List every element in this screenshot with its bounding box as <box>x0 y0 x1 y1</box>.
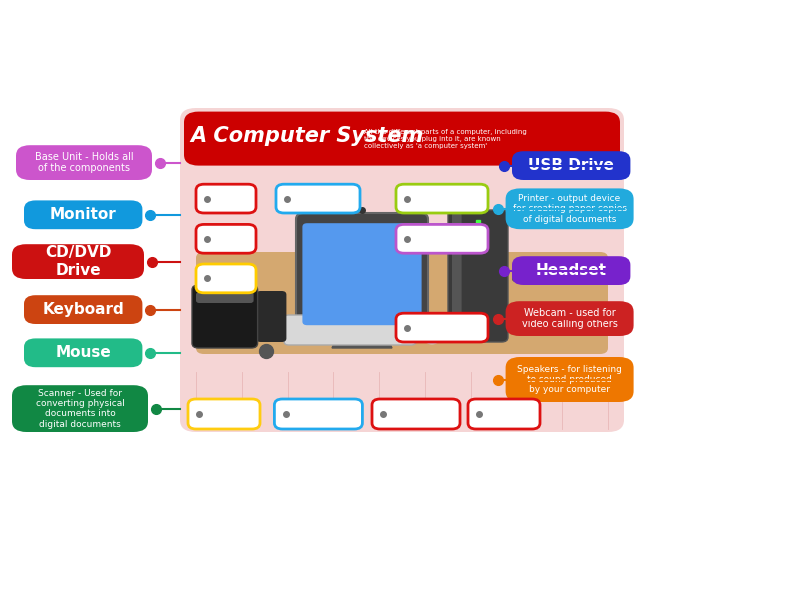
Text: USB Drive: USB Drive <box>528 158 614 173</box>
FancyBboxPatch shape <box>16 145 152 180</box>
Text: Base Unit - Holds all
of the components: Base Unit - Holds all of the components <box>34 152 134 173</box>
FancyBboxPatch shape <box>276 184 360 213</box>
Text: Mouse: Mouse <box>55 345 111 360</box>
FancyBboxPatch shape <box>256 291 286 342</box>
Text: Keyboard: Keyboard <box>42 302 124 317</box>
FancyBboxPatch shape <box>196 184 256 213</box>
Ellipse shape <box>421 319 443 344</box>
FancyBboxPatch shape <box>196 224 256 253</box>
Polygon shape <box>332 330 392 348</box>
Text: All the different parts of a computer, including
the devices you plug into it, a: All the different parts of a computer, i… <box>364 128 526 149</box>
FancyBboxPatch shape <box>180 108 624 432</box>
FancyBboxPatch shape <box>302 223 422 325</box>
FancyBboxPatch shape <box>296 213 428 330</box>
FancyBboxPatch shape <box>12 244 144 279</box>
Text: Monitor: Monitor <box>50 208 117 222</box>
FancyBboxPatch shape <box>188 399 260 429</box>
FancyBboxPatch shape <box>24 338 142 367</box>
FancyBboxPatch shape <box>196 292 254 303</box>
FancyBboxPatch shape <box>24 200 142 229</box>
FancyBboxPatch shape <box>284 315 416 345</box>
FancyBboxPatch shape <box>396 184 488 213</box>
FancyBboxPatch shape <box>506 301 634 336</box>
FancyBboxPatch shape <box>372 399 460 429</box>
FancyBboxPatch shape <box>274 399 362 429</box>
Text: Headset: Headset <box>536 263 606 278</box>
Text: Webcam - used for
video calling others: Webcam - used for video calling others <box>522 308 618 329</box>
Text: Scanner - Used for
converting physical
documents into
digital documents: Scanner - Used for converting physical d… <box>35 389 125 428</box>
FancyBboxPatch shape <box>512 151 630 180</box>
FancyBboxPatch shape <box>196 264 256 293</box>
FancyBboxPatch shape <box>24 295 142 324</box>
FancyBboxPatch shape <box>512 269 564 282</box>
FancyBboxPatch shape <box>396 313 488 342</box>
FancyBboxPatch shape <box>396 224 488 253</box>
FancyBboxPatch shape <box>12 385 148 432</box>
FancyBboxPatch shape <box>506 188 634 229</box>
FancyBboxPatch shape <box>196 252 608 354</box>
FancyBboxPatch shape <box>512 256 630 285</box>
FancyBboxPatch shape <box>448 210 508 342</box>
FancyBboxPatch shape <box>192 285 258 348</box>
FancyBboxPatch shape <box>452 213 462 339</box>
Text: Printer - output device
for creating paper copies
of digital documents: Printer - output device for creating pap… <box>513 194 626 224</box>
FancyBboxPatch shape <box>506 357 634 402</box>
Text: Speakers - for listening
to sound produced
by your computer: Speakers - for listening to sound produc… <box>517 365 622 394</box>
Text: CD/DVD
Drive: CD/DVD Drive <box>45 245 111 278</box>
Text: A Computer System: A Computer System <box>190 126 424 146</box>
FancyBboxPatch shape <box>468 399 540 429</box>
FancyBboxPatch shape <box>184 112 620 166</box>
